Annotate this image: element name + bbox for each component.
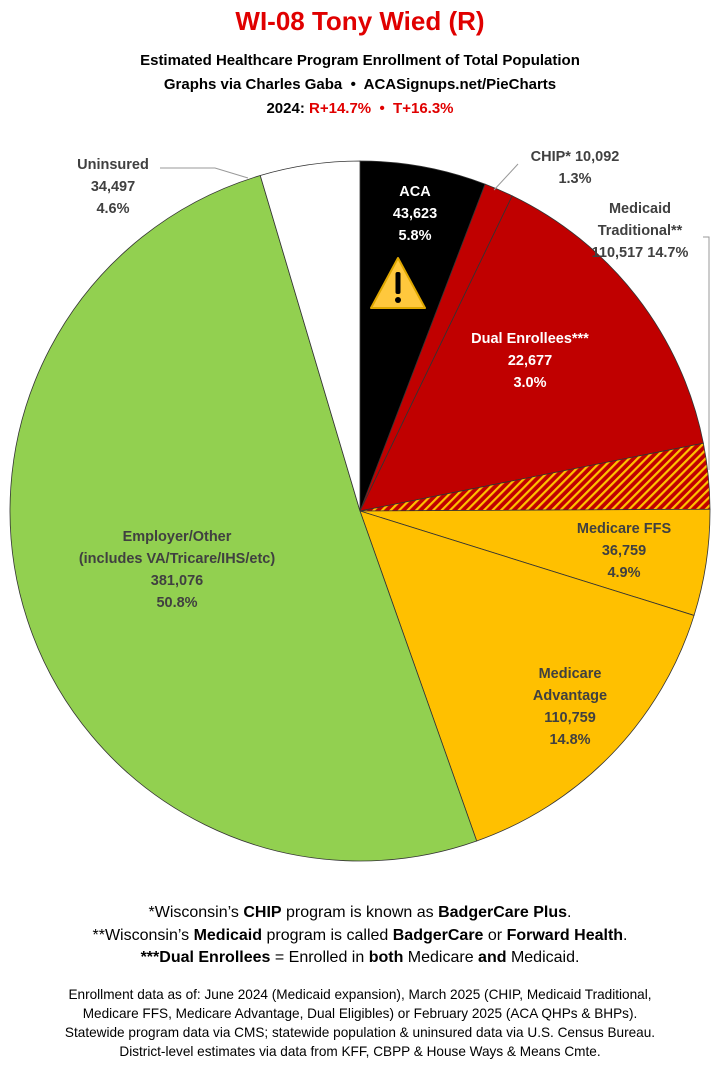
slice-label-group: ACA 43,623 5.8% bbox=[255, 181, 575, 247]
footnote-text: BadgerCare Plus bbox=[438, 904, 568, 921]
footnote-text: Medicaid bbox=[193, 927, 263, 944]
footnote: **Wisconsin’s Medicaid program is called… bbox=[0, 927, 720, 945]
pie-slice bbox=[359, 160, 486, 512]
value-label: 36,759 bbox=[601, 543, 647, 559]
pie-slice bbox=[259, 160, 361, 512]
slice-label: CHIP* bbox=[530, 149, 571, 165]
pie-slice bbox=[359, 195, 704, 512]
slice-label: Medicaid Traditional** bbox=[597, 201, 683, 239]
footnote-text: Medicaid. bbox=[506, 949, 580, 966]
source-note: District-level estimates via data from K… bbox=[119, 1044, 601, 1059]
footnote-text: program is called bbox=[262, 927, 393, 944]
slice-label: Employer/Other (includes VA/Tricare/IHS/… bbox=[78, 529, 276, 567]
percent-label: 14.8% bbox=[549, 732, 591, 748]
percent-label: 1.3% bbox=[558, 171, 592, 187]
slice-label: ACA bbox=[399, 184, 431, 200]
slice-label: Uninsured bbox=[77, 157, 149, 173]
source-note: Statewide program data via CMS; statewid… bbox=[64, 1025, 656, 1040]
footnote-text: program is known as bbox=[281, 904, 439, 921]
slice-label-group: Medicare FFS 36,759 4.9% bbox=[464, 518, 720, 584]
footnote-text: CHIP bbox=[243, 904, 282, 921]
footnote-text: **Wisconsin’s bbox=[92, 927, 194, 944]
value-label: 110,759 bbox=[544, 710, 596, 726]
subtitle: 2024: R+14.7% • T+16.3% bbox=[0, 100, 720, 117]
slice-label-group: Medicaid Traditional** 110,517 14.7% bbox=[480, 198, 720, 264]
source-note: Medicare FFS, Medicare Advantage, Dual E… bbox=[82, 1006, 638, 1021]
leader-line bbox=[160, 167, 249, 179]
slice-label-group: Dual Enrollees*** 22,677 3.0% bbox=[370, 328, 690, 394]
percent-label: 14.7% bbox=[647, 245, 689, 261]
footnote-text: *Wisconsin’s bbox=[148, 904, 244, 921]
pie-slice bbox=[9, 175, 478, 862]
warning-icon bbox=[370, 257, 426, 309]
chart-title: WI-08 Tony Wied (R) bbox=[235, 6, 485, 36]
leader-line bbox=[493, 163, 519, 191]
year-label: 2024: bbox=[266, 100, 305, 117]
percent-label: 4.6% bbox=[96, 201, 130, 217]
value-label: 381,076 bbox=[150, 573, 204, 589]
footnote-text: . bbox=[567, 904, 572, 921]
value-label: 110,517 bbox=[591, 245, 644, 261]
footnote: ***Dual Enrollees = Enrolled in both Med… bbox=[0, 949, 720, 967]
value-label: 22,677 bbox=[507, 353, 553, 369]
footnote-text: = Enrolled in bbox=[270, 949, 369, 966]
slice-label: Dual Enrollees*** bbox=[471, 331, 589, 347]
slice-label-group: CHIP* 10,092 1.3% bbox=[415, 146, 720, 190]
slice-label-group: Medicare Advantage 110,759 14.8% bbox=[410, 663, 720, 751]
footnote-text: or bbox=[483, 927, 507, 944]
pie-slice bbox=[359, 510, 695, 842]
slice-label-group: Uninsured 34,497 4.6% bbox=[0, 154, 273, 220]
source-note: Enrollment data as of: June 2024 (Medica… bbox=[68, 987, 652, 1002]
footnote-text: and bbox=[478, 949, 507, 966]
percent-label: 50.8% bbox=[156, 595, 198, 611]
footnote-text: ***Dual Enrollees bbox=[140, 949, 271, 966]
footnote-text: both bbox=[368, 949, 404, 966]
percent-label: 4.9% bbox=[607, 565, 641, 581]
footnote-text: . bbox=[623, 927, 628, 944]
footnote-text: BadgerCare bbox=[392, 927, 484, 944]
percent-label: 3.0% bbox=[513, 375, 547, 391]
footnote: *Wisconsin’s CHIP program is known as Ba… bbox=[0, 904, 720, 922]
value-label: 34,497 bbox=[90, 179, 136, 195]
slice-label-group: Employer/Other (includes VA/Tricare/IHS/… bbox=[17, 526, 337, 614]
leader-line bbox=[703, 236, 710, 470]
margins-label: R+14.7% • T+16.3% bbox=[309, 100, 454, 117]
value-label: 10,092 bbox=[574, 149, 620, 165]
percent-label: 5.8% bbox=[398, 228, 432, 244]
footnote-text: Medicare bbox=[403, 949, 479, 966]
subtitle: Estimated Healthcare Program Enrollment … bbox=[140, 52, 580, 69]
value-label: 43,623 bbox=[392, 206, 438, 222]
slice-label: Medicare FFS bbox=[576, 521, 672, 537]
subtitle: Graphs via Charles Gaba • ACASignups.net… bbox=[163, 76, 557, 93]
slice-label: Medicare Advantage bbox=[532, 666, 608, 704]
footnote-text: Forward Health bbox=[506, 927, 624, 944]
